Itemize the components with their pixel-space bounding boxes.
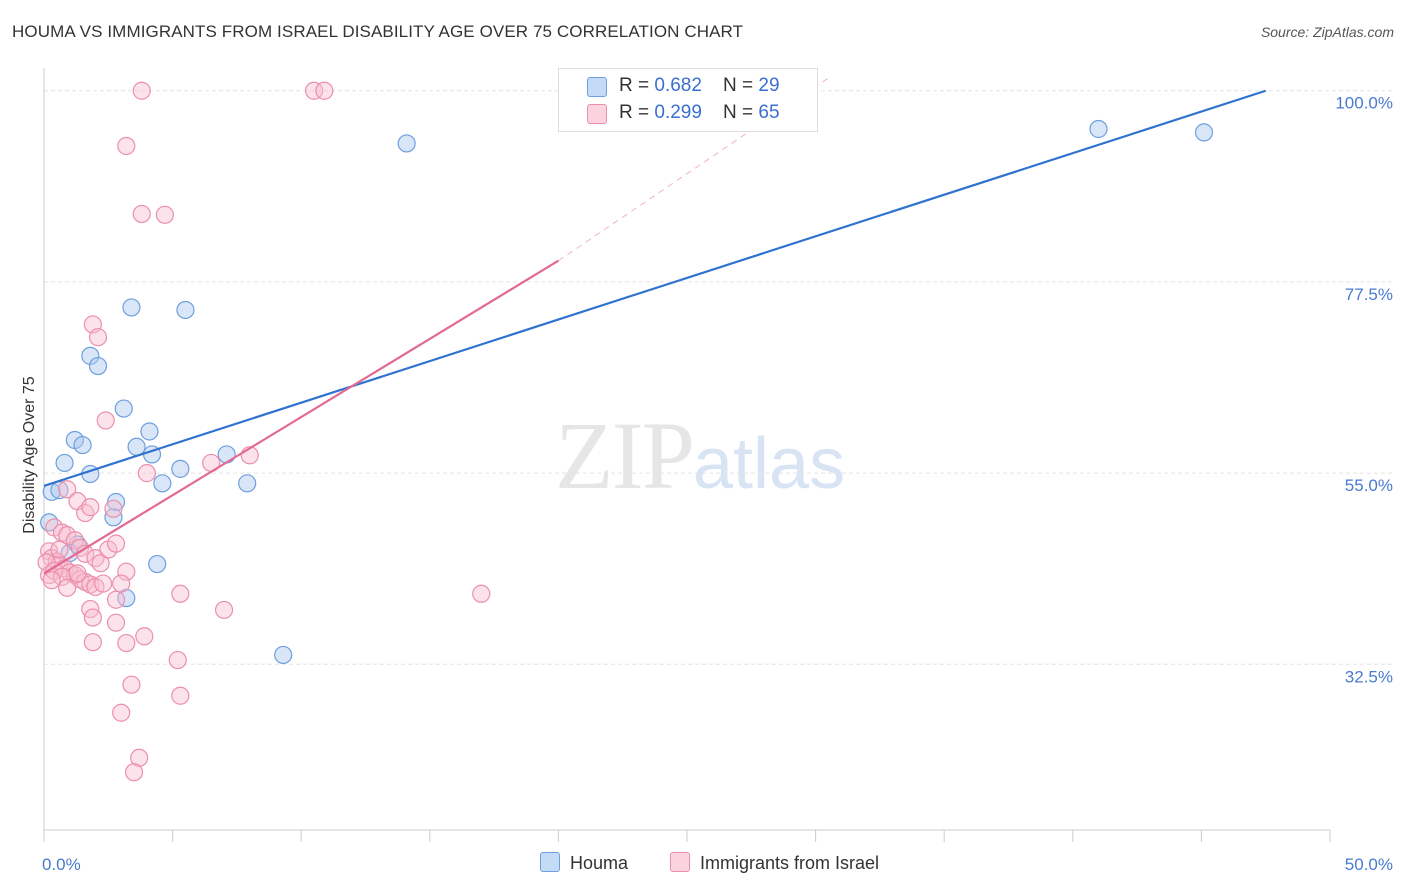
israel-point-14 [76,503,95,523]
houma-point-13 [122,298,141,317]
legend-text-houma: R = 0.682 N = 29 [619,75,780,97]
israel-point-26 [106,534,126,553]
series-label-houma: Houma [570,853,629,873]
israel-point-5 [155,205,174,224]
israel-point-43 [58,578,77,597]
series-legend: Houma Immigrants from Israel [0,852,1406,878]
chart-title: HOUMA VS IMMIGRANTS FROM ISRAEL DISABILI… [12,22,744,41]
legend-r-value-houma: 0.682 [654,75,702,96]
houma-point-27 [40,513,59,532]
israel-point-36 [81,575,100,594]
israel-trend-line [43,259,559,575]
israel-point-0 [132,81,151,100]
israel-point-44 [117,562,136,581]
israel-point-21 [70,538,90,557]
legend-r-value-israel: 0.299 [654,102,702,123]
houma-point-2 [55,453,74,473]
legend-r-label-israel: R = [619,102,655,123]
legend-n-label-houma: N = [723,75,759,96]
israel-point-48 [83,608,102,627]
israel-point-64 [50,540,69,559]
israel-point-1 [304,81,324,100]
houma-point-4 [73,435,92,455]
houma-point-22 [238,474,257,493]
houma-point-26 [1194,123,1214,142]
legend-swatch-israel [587,104,607,124]
israel-point-56 [168,650,187,670]
israel-point-45 [112,574,131,593]
israel-point-24 [91,554,110,573]
israel-point-46 [106,590,126,609]
israel-point-3 [117,136,136,156]
houma-point-15 [127,437,146,456]
houma-point-20 [176,300,195,320]
israel-point-49 [106,613,126,632]
houma-point-11 [114,399,133,418]
israel-point-57 [171,686,190,705]
israel-point-52 [135,627,154,646]
watermark: ZIPatlas [555,400,845,511]
israel-point-50 [83,633,102,652]
legend-n-value-houma: 29 [758,75,780,96]
israel-point-61 [124,763,144,782]
y-tick-label-1: 77.5% [1345,285,1393,304]
israel-point-23 [86,548,105,568]
x-tick-label-0: 0.0% [42,855,81,874]
israel-point-2 [315,81,334,100]
series-swatch-israel [670,852,690,872]
legend-n-label-israel: N = [723,102,759,123]
correlation-legend: R = 0.682 N = 29 R = 0.299 N = 65 [558,68,818,132]
israel-point-7 [88,328,108,347]
source-credit: Source: ZipAtlas.com [1260,24,1394,40]
y-tick-label-0: 100.0% [1335,94,1393,113]
series-label-israel: Immigrants from Israel [700,853,880,873]
houma-point-17 [148,554,167,574]
israel-point-8 [96,411,115,430]
legend-r-label-houma: R = [619,75,655,96]
houma-point-21 [217,445,236,464]
israel-point-59 [112,703,131,722]
israel-point-53 [171,584,190,603]
israel-point-60 [130,748,149,767]
israel-point-38 [94,574,113,593]
israel-point-51 [117,633,136,653]
legend-swatch-houma [587,77,607,97]
israel-point-15 [81,498,100,517]
houma-point-25 [1089,119,1108,139]
houma-point-7 [88,356,108,376]
y-tick-label-3: 32.5% [1345,667,1393,686]
watermark-zip: ZIP [555,402,695,509]
legend-n-value-israel: 65 [758,102,780,123]
israel-point-54 [214,600,234,620]
israel-point-58 [122,675,141,694]
israel-point-4 [132,204,151,224]
israel-point-42 [52,567,72,586]
houma-point-19 [171,459,190,478]
series-swatch-houma [540,852,560,872]
israel-point-16 [104,499,123,518]
houma-point-18 [153,474,172,493]
israel-point-62 [42,571,61,590]
legend-text-israel: R = 0.299 N = 65 [619,102,780,124]
israel-point-12 [58,480,77,499]
houma-trend-line [43,89,1267,487]
series-legend-israel: Immigrants from Israel [670,852,879,874]
y-tick-label-2: 55.0% [1345,476,1393,495]
houma-point-14 [140,422,159,441]
houma-point-24 [397,134,416,153]
x-tick-label-1: 50.0% [1345,855,1393,874]
watermark-atlas: atlas [693,424,846,504]
houma-point-23 [274,645,293,665]
israel-point-55 [472,584,491,603]
series-legend-houma: Houma [540,852,628,874]
israel-point-9 [137,464,156,483]
israel-point-63 [68,564,87,583]
houma-point-6 [81,346,100,365]
